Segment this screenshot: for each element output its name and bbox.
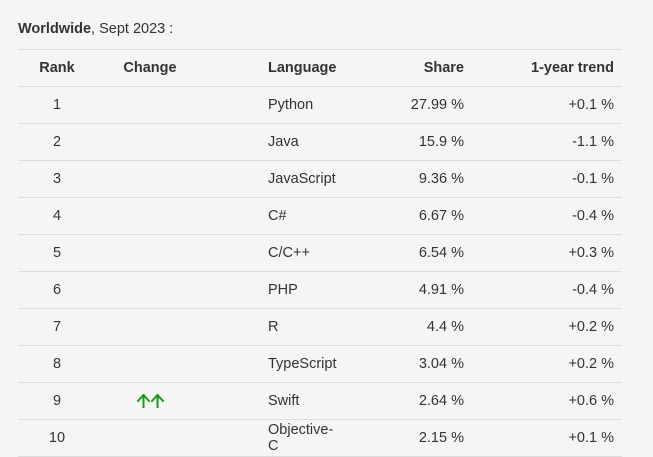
share-cell: 15.9 %	[334, 123, 464, 161]
rank-cell: 5	[18, 234, 96, 272]
change-cell	[96, 308, 204, 346]
trend-cell: -0.4 %	[464, 197, 622, 235]
rank-cell: 4	[18, 197, 96, 235]
share-cell: 6.54 %	[334, 234, 464, 272]
change-cell	[96, 86, 204, 124]
share-cell: 4.91 %	[334, 271, 464, 309]
change-cell	[96, 419, 204, 457]
trend-cell: +0.1 %	[464, 86, 622, 124]
table-row: 3 JavaScript 9.36 % -0.1 %	[18, 160, 622, 198]
rank-cell: 9	[18, 382, 96, 420]
share-cell: 4.4 %	[334, 308, 464, 346]
table-row: 9 Swift 2.64 % +0.6 %	[18, 382, 622, 420]
rank-cell: 2	[18, 123, 96, 161]
header-language: Language	[204, 49, 336, 87]
up-arrow-icon	[150, 394, 164, 409]
table-row: 1 Python 27.99 % +0.1 %	[18, 86, 622, 124]
trend-cell: +0.6 %	[464, 382, 622, 420]
share-cell: 2.64 %	[334, 382, 464, 420]
share-cell: 3.04 %	[334, 345, 464, 383]
header-share: Share	[334, 49, 464, 87]
header-rank: Rank	[18, 49, 96, 87]
language-cell: Swift	[204, 382, 334, 420]
change-cell	[96, 345, 204, 383]
header-row: Rank Change Language Share 1-year trend	[18, 49, 622, 87]
language-cell: C#	[204, 197, 334, 235]
table-row: 6 PHP 4.91 % -0.4 %	[18, 271, 622, 309]
trend-cell: -0.1 %	[464, 160, 622, 198]
rank-cell: 3	[18, 160, 96, 198]
language-cell: Java	[204, 123, 334, 161]
rank-cell: 7	[18, 308, 96, 346]
language-cell: C/C++	[204, 234, 334, 272]
change-cell	[96, 234, 204, 272]
share-cell: 9.36 %	[334, 160, 464, 198]
header-trend: 1-year trend	[464, 49, 622, 87]
table-row: 5 C/C++ 6.54 % +0.3 %	[18, 234, 622, 272]
table-row: 7 R 4.4 % +0.2 %	[18, 308, 622, 346]
ranking-panel: Worldwide, Sept 2023 : Rank Change Langu…	[18, 0, 622, 457]
table-row: 10 Objective-C 2.15 % +0.1 %	[18, 419, 622, 457]
trend-cell: +0.1 %	[464, 419, 622, 457]
table-caption: Worldwide, Sept 2023 :	[18, 0, 622, 49]
double-up-arrow-icon	[136, 394, 164, 409]
change-cell	[96, 160, 204, 198]
trend-cell: +0.2 %	[464, 308, 622, 346]
language-cell: JavaScript	[204, 160, 336, 198]
trend-cell: -1.1 %	[464, 123, 622, 161]
language-cell: PHP	[204, 271, 334, 309]
caption-date: , Sept 2023 :	[91, 21, 174, 37]
trend-cell: +0.3 %	[464, 234, 622, 272]
language-ranking-table: Rank Change Language Share 1-year trend …	[18, 49, 622, 457]
language-cell: Python	[204, 86, 334, 124]
change-cell	[96, 123, 204, 161]
table-row: 2 Java 15.9 % -1.1 %	[18, 123, 622, 161]
rank-cell: 6	[18, 271, 96, 309]
rank-cell: 8	[18, 345, 96, 383]
language-cell: TypeScript	[204, 345, 337, 383]
share-cell: 2.15 %	[334, 419, 464, 457]
trend-cell: -0.4 %	[464, 271, 622, 309]
caption-region: Worldwide	[18, 21, 92, 37]
rank-cell: 1	[18, 86, 96, 124]
language-cell: Objective-C	[204, 419, 334, 457]
header-change: Change	[96, 49, 204, 87]
share-cell: 27.99 %	[334, 86, 464, 124]
table-row: 8 TypeScript 3.04 % +0.2 %	[18, 345, 622, 383]
trend-cell: +0.2 %	[464, 345, 622, 383]
share-cell: 6.67 %	[334, 197, 464, 235]
change-cell	[96, 382, 204, 420]
table-row: 4 C# 6.67 % -0.4 %	[18, 197, 622, 235]
change-cell	[96, 197, 204, 235]
rank-cell: 10	[18, 419, 96, 457]
up-arrow-icon	[136, 394, 150, 409]
change-cell	[96, 271, 204, 309]
language-cell: R	[204, 308, 334, 346]
